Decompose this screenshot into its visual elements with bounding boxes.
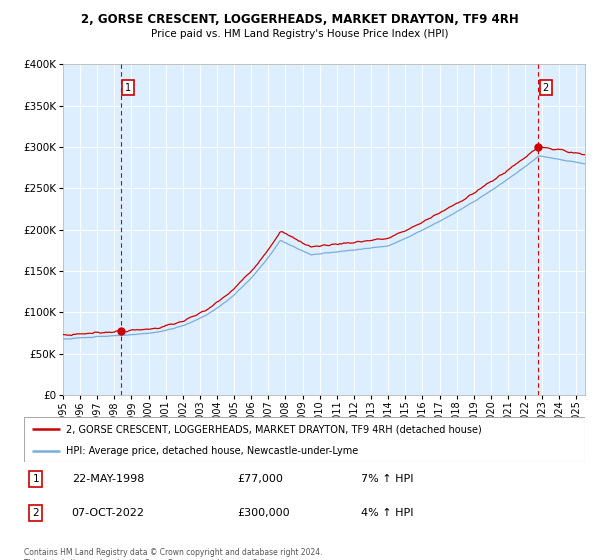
Text: Price paid vs. HM Land Registry's House Price Index (HPI): Price paid vs. HM Land Registry's House … (151, 29, 449, 39)
Text: 2: 2 (542, 82, 549, 92)
Text: £300,000: £300,000 (237, 508, 290, 518)
Text: 1: 1 (125, 82, 131, 92)
Text: £77,000: £77,000 (237, 474, 283, 484)
Text: 2, GORSE CRESCENT, LOGGERHEADS, MARKET DRAYTON, TF9 4RH: 2, GORSE CRESCENT, LOGGERHEADS, MARKET D… (81, 13, 519, 26)
Text: 7% ↑ HPI: 7% ↑ HPI (361, 474, 413, 484)
Text: HPI: Average price, detached house, Newcastle-under-Lyme: HPI: Average price, detached house, Newc… (66, 446, 358, 456)
Text: 1: 1 (32, 474, 39, 484)
Text: 2: 2 (32, 508, 39, 518)
Text: 4% ↑ HPI: 4% ↑ HPI (361, 508, 413, 518)
Text: 2, GORSE CRESCENT, LOGGERHEADS, MARKET DRAYTON, TF9 4RH (detached house): 2, GORSE CRESCENT, LOGGERHEADS, MARKET D… (66, 424, 482, 435)
Text: 07-OCT-2022: 07-OCT-2022 (71, 508, 145, 518)
Text: Contains HM Land Registry data © Crown copyright and database right 2024.
This d: Contains HM Land Registry data © Crown c… (24, 548, 323, 560)
Text: 22-MAY-1998: 22-MAY-1998 (71, 474, 144, 484)
